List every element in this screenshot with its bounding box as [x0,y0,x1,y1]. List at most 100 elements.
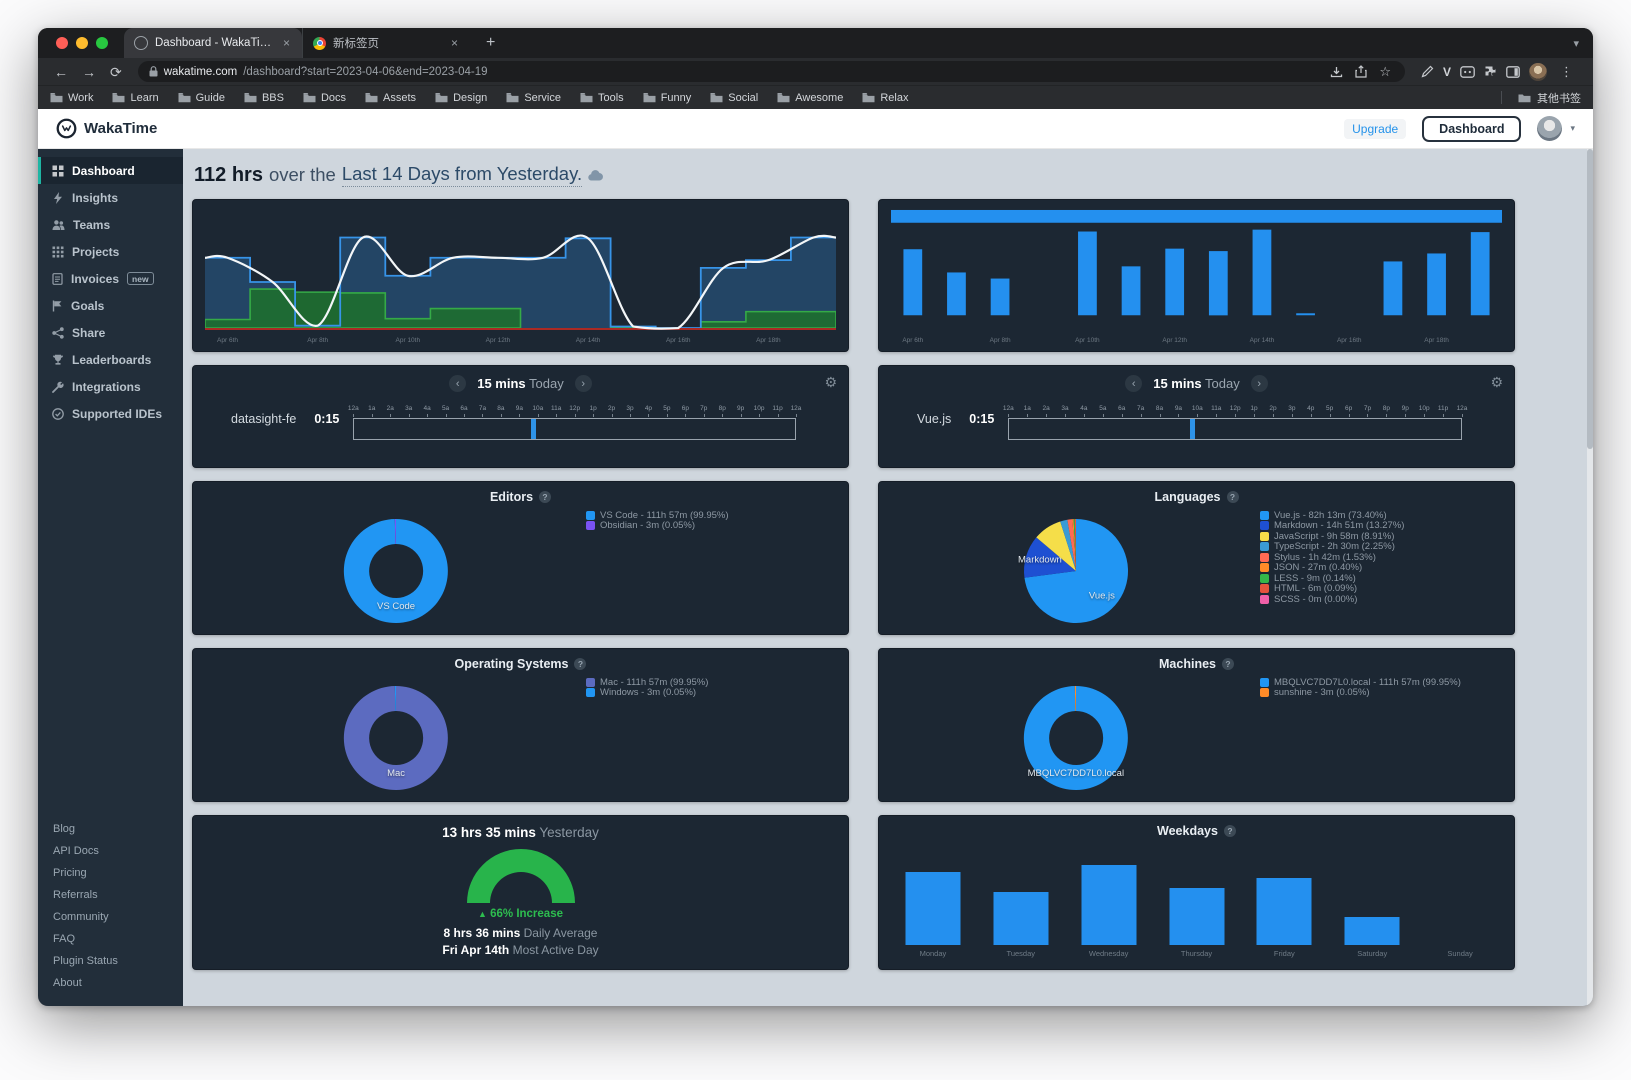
pen-extension-icon[interactable] [1421,65,1434,78]
previous-day-button[interactable]: ‹ [449,375,467,392]
page-scrollbar[interactable] [1587,149,1593,1006]
sidebar-footer-link[interactable]: API Docs [53,845,99,857]
tab-new-tab-page[interactable]: 新标签页 × [302,28,470,58]
legend-row[interactable]: Obsidian - 3m (0.05%) [586,520,842,531]
other-bookmarks[interactable]: 其他书签 [1501,90,1581,106]
previous-day-button[interactable]: ‹ [1125,375,1143,392]
legend-row[interactable]: VS Code - 111h 57m (99.95%) [586,510,842,521]
machines-donut-chart[interactable]: MBQLVC7DD7L0.local [879,675,1273,801]
sidebar-footer-link[interactable]: FAQ [53,933,76,945]
side-panel-icon[interactable] [1506,65,1520,78]
help-icon[interactable]: ? [1223,825,1236,837]
bookmark-item[interactable]: Docs [303,92,346,104]
bookmark-item[interactable]: Funny [643,92,691,104]
bookmark-item[interactable]: Assets [365,92,416,104]
bookmark-item[interactable]: Awesome [777,92,843,104]
sidebar-item-goals[interactable]: Goals [38,292,183,319]
editors-donut-chart[interactable]: VS Code [193,508,599,634]
bookmark-item[interactable]: Service [506,92,561,104]
sidebar-footer-link[interactable]: Plugin Status [53,955,118,967]
legend-row[interactable]: Stylus - 1h 42m (1.53%) [1260,552,1508,563]
sidebar-item-leaderboards[interactable]: Leaderboards [38,346,183,373]
sidebar-footer-link[interactable]: Community [53,911,109,923]
help-icon[interactable]: ? [539,491,552,503]
bookmark-item[interactable]: Learn [112,92,159,104]
next-day-button[interactable]: › [574,375,592,392]
today-timeline[interactable]: 12a 1a 2a 3a 4a 5a 6a 7a 8a 9a 10a 11a 12p 1p 2p 3p 4p 5p… [348,405,801,440]
today-timeline[interactable]: 12a 1a 2a 3a 4a 5a 6a 7a 8a 9a 10a 11a 12p 1p 2p 3p 4p 5p… [1003,405,1467,440]
account-caret-icon[interactable]: ▾ [1570,123,1575,133]
legend-row[interactable]: SCSS - 0m (0.00%) [1260,594,1508,605]
legend-row[interactable]: JSON - 27m (0.40%) [1260,562,1508,573]
gear-icon[interactable]: ⚙ [824,374,837,390]
save-page-icon[interactable] [1327,66,1346,78]
scrollbar-thumb[interactable] [1587,149,1593,449]
legend-row[interactable]: HTML - 6m (0.09%) [1260,583,1508,594]
help-icon[interactable]: ? [574,658,587,670]
legend-row[interactable]: Vue.js - 82h 13m (73.40%) [1260,510,1508,521]
new-tab-button[interactable]: + [486,34,496,51]
tab-search-chevron-icon[interactable]: ▾ [1573,37,1579,50]
legend-row[interactable]: Windows - 3m (0.05%) [586,687,842,698]
user-avatar[interactable] [1537,116,1563,141]
maximize-window-button[interactable] [96,37,108,49]
help-icon[interactable]: ? [1221,658,1234,670]
legend-row[interactable]: MBQLVC7DD7L0.local - 111h 57m (99.95%) [1260,677,1508,688]
cloud-icon[interactable] [588,169,604,181]
upgrade-link[interactable]: Upgrade [1344,118,1407,139]
sidebar-item-projects[interactable]: Projects [38,238,183,265]
close-tab-icon[interactable]: × [450,36,458,50]
daily-activity-area-chart[interactable] [205,208,836,331]
sidebar-item-supported-ides[interactable]: Supported IDEs [38,400,183,427]
legend-row[interactable]: LESS - 9m (0.14%) [1260,573,1508,584]
daily-total-bar-chart[interactable] [891,208,1502,331]
sidebar-item-dashboard[interactable]: Dashboard [38,157,183,184]
next-day-button[interactable]: › [1250,375,1268,392]
sidebar-item-teams[interactable]: Teams [38,211,183,238]
browser-menu-icon[interactable]: ⋮ [1560,63,1573,79]
legend-row[interactable]: Mac - 111h 57m (99.95%) [586,677,842,688]
os-donut-chart[interactable]: Mac [193,675,599,801]
address-bar[interactable]: wakatime.com/dashboard?start=2023-04-06&… [137,61,1405,82]
wakatime-brand[interactable]: WakaTime [56,118,157,139]
bookmark-item[interactable]: Work [50,92,93,104]
sidebar-footer-link[interactable]: Blog [53,823,76,835]
languages-pie-chart[interactable]: Markdown Vue.js [879,508,1273,634]
legend-row[interactable]: JavaScript - 9h 58m (8.91%) [1260,531,1508,542]
bookmark-item[interactable]: Social [710,92,758,104]
bookmark-item[interactable]: Guide [178,92,225,104]
help-icon[interactable]: ? [1226,491,1239,503]
bookmark-item[interactable]: BBS [244,92,284,104]
weekdays-bar-chart[interactable]: Monday Tuesday Wednesday Thursday Friday Satu… [889,846,1504,961]
forward-button[interactable]: → [82,63,96,80]
sidebar-footer-link[interactable]: Pricing [53,867,87,879]
bookmark-item[interactable]: Tools [580,92,624,104]
gear-icon[interactable]: ⚙ [1490,374,1503,390]
sidebar-footer-link[interactable]: Referrals [53,889,98,901]
date-range-link[interactable]: Last 14 Days from Yesterday. [341,163,583,187]
dashboard-button[interactable]: Dashboard [1422,115,1522,142]
recorder-extension-icon[interactable] [1460,65,1475,78]
bookmark-item[interactable]: Relax [862,92,908,104]
back-button[interactable]: ← [54,63,68,80]
bookmark-item[interactable]: Design [435,92,487,104]
vimium-extension-icon[interactable]: V [1442,64,1451,79]
profile-avatar[interactable] [1529,62,1547,81]
tab-wakatime[interactable]: Dashboard - WakaTime × [124,28,302,58]
close-tab-icon[interactable]: × [282,36,290,50]
sidebar-footer-link[interactable]: About [53,977,82,989]
project-name[interactable]: datasight-fe [231,412,297,426]
share-icon[interactable] [1352,65,1370,78]
legend-row[interactable]: sunshine - 3m (0.05%) [1260,687,1508,698]
minimize-window-button[interactable] [76,37,88,49]
legend-row[interactable]: TypeScript - 2h 30m (2.25%) [1260,541,1508,552]
project-name[interactable]: Vue.js [917,412,952,426]
sidebar-item-share[interactable]: Share [38,319,183,346]
sidebar-item-integrations[interactable]: Integrations [38,373,183,400]
sidebar-item-invoices[interactable]: Invoices new [38,265,183,292]
extensions-puzzle-icon[interactable] [1484,65,1497,78]
bookmark-star-icon[interactable]: ☆ [1379,63,1391,79]
legend-row[interactable]: Markdown - 14h 51m (13.27%) [1260,520,1508,531]
yesterday-gauge-chart[interactable] [465,847,577,905]
reload-button[interactable]: ⟳ [110,63,122,80]
